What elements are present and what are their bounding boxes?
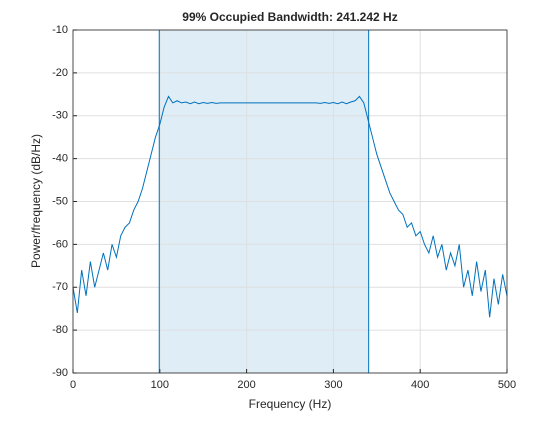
axes-box — [72, 29, 508, 374]
y-tick-label: -30 — [52, 110, 68, 122]
x-tick-label: 500 — [498, 379, 516, 391]
chart-title: 99% Occupied Bandwidth: 241.242 Hz — [182, 10, 397, 24]
y-tick-label: -40 — [52, 153, 68, 165]
y-tick-label: -10 — [52, 24, 68, 36]
y-axis-label: Power/frequency (dB/Hz) — [29, 134, 43, 268]
x-tick-label: 0 — [70, 379, 76, 391]
y-tick-label: -70 — [52, 281, 68, 293]
psd-line — [72, 95, 508, 318]
x-tick-label: 100 — [151, 379, 169, 391]
y-tick-label: -20 — [52, 67, 68, 79]
x-tick-label: 300 — [324, 379, 342, 391]
y-tick-label: -60 — [52, 238, 68, 250]
y-tick-label: -90 — [52, 367, 68, 379]
x-tick-label: 200 — [237, 379, 255, 391]
x-tick-label: 400 — [411, 379, 429, 391]
y-tick-label: -80 — [52, 324, 68, 336]
y-tick-label: -50 — [52, 195, 68, 207]
x-axis-label: Frequency (Hz) — [249, 397, 332, 411]
